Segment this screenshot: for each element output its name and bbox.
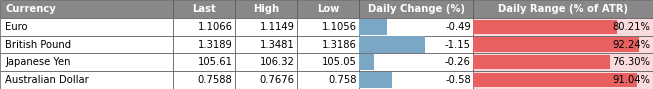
- Text: 0.7588: 0.7588: [198, 75, 232, 85]
- Bar: [473, 55, 611, 69]
- Bar: [473, 0, 653, 18]
- Text: High: High: [253, 4, 279, 14]
- Text: 1.1056: 1.1056: [321, 22, 357, 32]
- Bar: [473, 37, 639, 52]
- Bar: [359, 19, 387, 35]
- Bar: [359, 36, 473, 53]
- Bar: [297, 53, 359, 71]
- Text: 106.32: 106.32: [260, 57, 295, 67]
- Bar: [297, 36, 359, 53]
- Bar: [0, 18, 173, 36]
- Bar: [359, 0, 473, 18]
- Text: 0.758: 0.758: [328, 75, 357, 85]
- Text: Daily Change (%): Daily Change (%): [368, 4, 465, 14]
- Bar: [297, 18, 359, 36]
- Text: 1.3186: 1.3186: [322, 40, 357, 49]
- Text: British Pound: British Pound: [5, 40, 71, 49]
- Bar: [359, 53, 473, 71]
- Bar: [473, 20, 618, 34]
- Text: -0.58: -0.58: [445, 75, 471, 85]
- Text: Euro: Euro: [5, 22, 27, 32]
- Bar: [359, 71, 473, 89]
- Bar: [235, 18, 297, 36]
- Text: 105.05: 105.05: [322, 57, 357, 67]
- Text: 0.7676: 0.7676: [259, 75, 295, 85]
- Bar: [0, 71, 173, 89]
- Text: 1.1149: 1.1149: [259, 22, 295, 32]
- Bar: [0, 53, 173, 71]
- Bar: [0, 0, 173, 18]
- Bar: [359, 36, 425, 53]
- Text: -0.49: -0.49: [445, 22, 471, 32]
- Bar: [173, 36, 235, 53]
- Bar: [359, 72, 392, 88]
- Text: -0.26: -0.26: [445, 57, 471, 67]
- Bar: [173, 18, 235, 36]
- Bar: [173, 71, 235, 89]
- Text: 1.1066: 1.1066: [197, 22, 232, 32]
- Bar: [297, 0, 359, 18]
- Text: 91.04%: 91.04%: [613, 75, 650, 85]
- Text: -1.15: -1.15: [445, 40, 471, 49]
- Bar: [235, 36, 297, 53]
- Text: 92.24%: 92.24%: [613, 40, 650, 49]
- Bar: [473, 36, 653, 53]
- Bar: [235, 0, 297, 18]
- Bar: [359, 18, 473, 36]
- Text: Last: Last: [192, 4, 216, 14]
- Text: Low: Low: [317, 4, 340, 14]
- Bar: [0, 36, 173, 53]
- Text: 1.3481: 1.3481: [260, 40, 295, 49]
- Bar: [473, 71, 653, 89]
- Text: Japanese Yen: Japanese Yen: [5, 57, 71, 67]
- Bar: [297, 71, 359, 89]
- Bar: [235, 53, 297, 71]
- Bar: [473, 18, 653, 36]
- Bar: [473, 73, 637, 87]
- Text: 80.21%: 80.21%: [613, 22, 650, 32]
- Text: Daily Range (% of ATR): Daily Range (% of ATR): [498, 4, 628, 14]
- Bar: [173, 0, 235, 18]
- Bar: [235, 71, 297, 89]
- Text: Currency: Currency: [5, 4, 56, 14]
- Bar: [473, 53, 653, 71]
- Text: 1.3189: 1.3189: [198, 40, 232, 49]
- Text: 76.30%: 76.30%: [613, 57, 650, 67]
- Bar: [173, 53, 235, 71]
- Text: 105.61: 105.61: [197, 57, 232, 67]
- Bar: [359, 54, 374, 70]
- Text: Australian Dollar: Australian Dollar: [5, 75, 89, 85]
